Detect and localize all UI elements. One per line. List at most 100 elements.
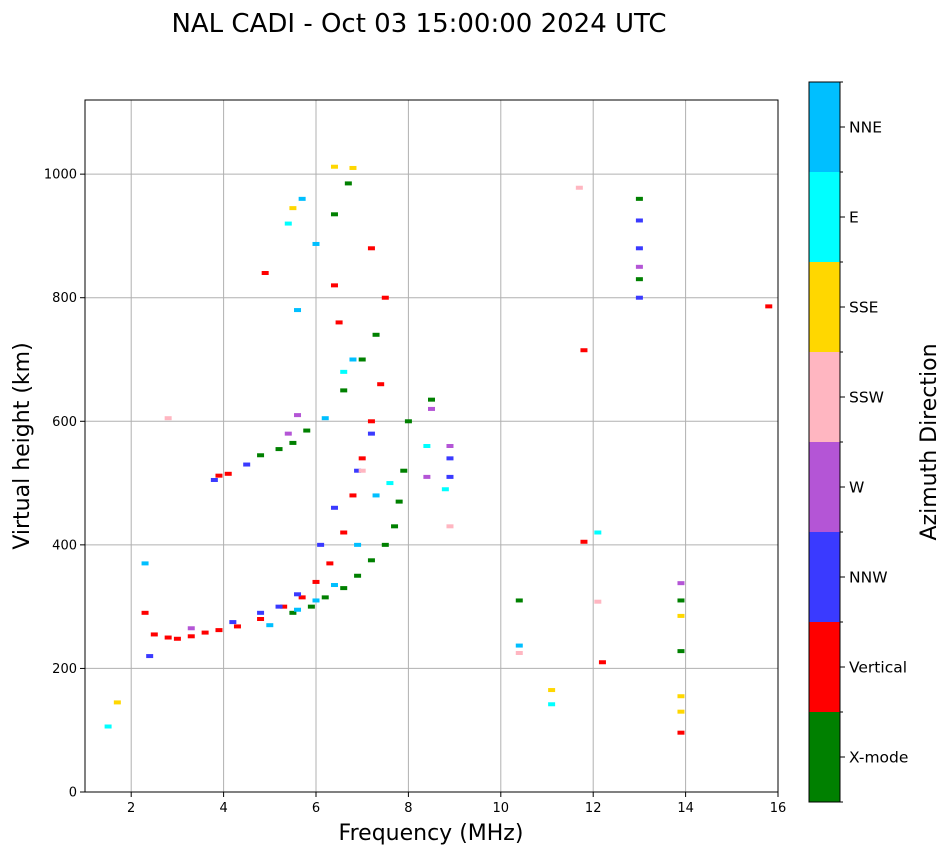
- colorbar-segment: [809, 262, 840, 352]
- colorbar-label: Vertical: [849, 659, 907, 677]
- data-point: [386, 481, 394, 486]
- data-point: [515, 598, 523, 603]
- data-point: [377, 382, 385, 387]
- data-point: [113, 700, 121, 705]
- data-point: [446, 444, 454, 448]
- data-point: [635, 295, 643, 300]
- data-point: [330, 505, 338, 510]
- series-ssw: [164, 185, 602, 655]
- data-point: [677, 581, 685, 586]
- plot-area: [84, 99, 779, 793]
- x-tick-label: 4: [219, 801, 227, 816]
- series-x-mode: [257, 181, 685, 654]
- data-point: [677, 598, 685, 603]
- data-point: [275, 604, 283, 609]
- data-point: [354, 468, 362, 473]
- data-point: [381, 542, 389, 547]
- series-vertical: [141, 246, 773, 735]
- data-point: [294, 592, 302, 597]
- colorbar-label: SSE: [849, 299, 878, 317]
- x-tick-label: 6: [312, 801, 320, 816]
- data-point: [280, 604, 288, 609]
- series-nnw: [146, 218, 643, 659]
- plot-background: [85, 100, 778, 792]
- data-point: [635, 218, 643, 223]
- data-point: [677, 649, 685, 654]
- data-point: [307, 604, 315, 609]
- series-e: [104, 221, 602, 729]
- data-point: [354, 542, 362, 547]
- data-point: [400, 468, 408, 473]
- data-point: [428, 406, 435, 411]
- series-w: [187, 264, 685, 631]
- data-point: [349, 165, 357, 170]
- data-point: [372, 493, 380, 498]
- data-point: [335, 320, 343, 325]
- data-point: [367, 419, 375, 424]
- data-point: [635, 277, 643, 282]
- data-point: [298, 196, 306, 201]
- data-points: [104, 164, 773, 735]
- y-tick-label: 200: [52, 662, 77, 677]
- data-point: [330, 164, 338, 169]
- data-point: [187, 634, 195, 639]
- data-point: [294, 607, 302, 612]
- plot-border: [84, 99, 779, 793]
- data-point: [404, 419, 412, 424]
- data-point: [594, 530, 602, 535]
- x-tick-label: 8: [404, 801, 412, 816]
- x-tick-label: 12: [585, 801, 602, 816]
- colorbar-segment: [809, 532, 840, 622]
- data-point: [303, 428, 311, 433]
- data-point: [575, 185, 583, 190]
- data-point: [294, 308, 302, 313]
- data-point: [367, 246, 375, 251]
- colorbar-title: Azimuth Direction: [917, 343, 942, 540]
- data-point: [266, 623, 274, 628]
- data-point: [358, 456, 366, 461]
- data-point: [312, 241, 320, 246]
- colorbar: X-mode Vertical NNW W SSW SSE E NNE: [808, 81, 908, 803]
- data-point: [298, 595, 306, 600]
- y-tick-label: 600: [52, 415, 77, 430]
- data-point: [146, 654, 154, 659]
- data-point: [349, 493, 357, 498]
- data-point: [441, 487, 449, 492]
- chart-title: NAL CADI - Oct 03 15:00:00 2024 UTC: [171, 9, 666, 39]
- data-point: [289, 440, 297, 445]
- data-point: [340, 586, 348, 591]
- data-point: [215, 628, 223, 633]
- data-point: [765, 304, 773, 309]
- series-nne: [141, 196, 523, 648]
- colorbar-label: SSW: [849, 389, 884, 407]
- data-point: [261, 271, 269, 275]
- data-point: [187, 626, 195, 631]
- data-point: [446, 456, 454, 461]
- data-point: [312, 579, 320, 584]
- data-point: [423, 474, 431, 479]
- data-point: [515, 643, 523, 648]
- data-point: [326, 561, 334, 566]
- y-tick-label: 800: [52, 291, 77, 306]
- data-point: [635, 264, 643, 269]
- data-point: [233, 624, 241, 629]
- data-point: [275, 447, 283, 452]
- data-point: [141, 561, 149, 566]
- colorbar-segment: [809, 442, 840, 532]
- x-tick-label: 10: [493, 801, 510, 816]
- x-tick-label: 16: [770, 801, 787, 816]
- data-point: [340, 530, 348, 535]
- x-axis-label: Frequency (MHz): [339, 821, 524, 846]
- data-point: [580, 348, 588, 353]
- data-point: [173, 636, 181, 641]
- data-point: [289, 610, 297, 615]
- colorbar-segment: [809, 622, 840, 712]
- data-point: [423, 444, 431, 448]
- data-point: [340, 369, 348, 374]
- data-point: [344, 181, 352, 186]
- colorbar-segment: [809, 82, 840, 172]
- y-tick-label: 0: [69, 786, 77, 801]
- data-point: [150, 632, 158, 637]
- colorbar-label: W: [849, 479, 864, 497]
- data-point: [395, 499, 403, 504]
